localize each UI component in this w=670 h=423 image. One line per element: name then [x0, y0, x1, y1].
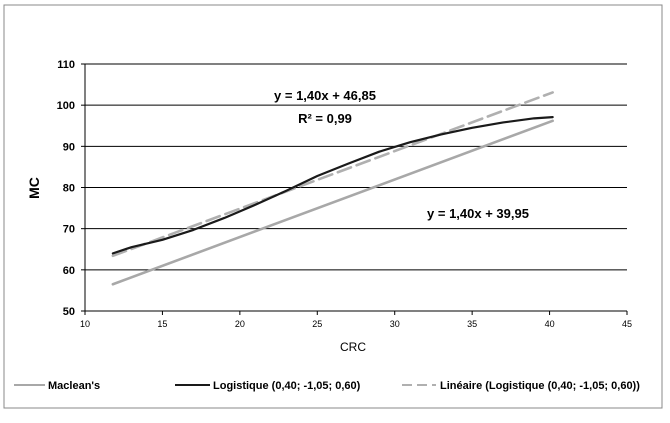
- y-axis-label: MC: [26, 177, 42, 199]
- equation-annotation-top: y = 1,40x + 46,85: [274, 88, 376, 103]
- equation-annotation-bottom: y = 1,40x + 39,95: [427, 206, 529, 221]
- r-squared-annotation: R² = 0,99: [298, 111, 352, 126]
- y-tick-label: 100: [57, 100, 75, 112]
- y-tick-label: 80: [63, 183, 75, 195]
- legend: Maclean's Logistique (0,40; -1,05; 0,60)…: [14, 380, 640, 392]
- x-tick-label: 30: [390, 319, 400, 329]
- y-tick-labels: 50 60 70 80 90 100 110: [57, 59, 85, 318]
- x-tick-label: 15: [157, 319, 167, 329]
- x-tick-label: 10: [80, 319, 90, 329]
- x-tick-label: 25: [312, 319, 322, 329]
- y-tick-label: 110: [57, 59, 75, 71]
- legend-label-macleans: Maclean's: [48, 380, 100, 392]
- x-axis-label: CRC: [340, 340, 366, 354]
- legend-label-lineaire: Linéaire (Logistique (0,40; -1,05; 0,60)…: [440, 380, 640, 392]
- x-tick-label: 45: [622, 319, 632, 329]
- series-lineaire-trendline: [111, 91, 554, 258]
- y-tick-label: 60: [63, 265, 75, 277]
- series-layer: [111, 91, 554, 286]
- y-tick-label: 90: [63, 141, 75, 153]
- legend-label-logistique: Logistique (0,40; -1,05; 0,60): [213, 380, 361, 392]
- series-logistique-line: [111, 116, 554, 255]
- series-macleans-line: [111, 119, 554, 286]
- gridlines: [85, 63, 627, 271]
- y-tick-label: 50: [63, 306, 75, 318]
- x-tick-label: 35: [467, 319, 477, 329]
- x-tick-labels: 10 15 20 25 30 35 40 45: [80, 311, 632, 329]
- x-tick-label: 40: [545, 319, 555, 329]
- x-tick-label: 20: [235, 319, 245, 329]
- y-tick-label: 70: [63, 224, 75, 236]
